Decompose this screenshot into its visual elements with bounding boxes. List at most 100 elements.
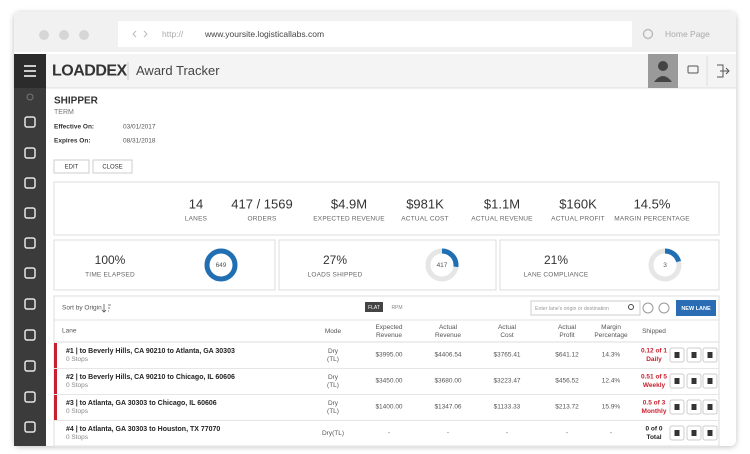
nav-icon[interactable] xyxy=(24,329,36,341)
address-bar[interactable] xyxy=(118,21,632,47)
row-status xyxy=(54,395,57,420)
card-percent: 21% xyxy=(544,253,568,267)
nav-icon[interactable] xyxy=(24,391,36,403)
sort-icon[interactable] xyxy=(101,304,111,313)
sort-label[interactable]: Sort by Origin xyxy=(62,305,102,312)
new-lane-button[interactable] xyxy=(676,300,716,316)
upload-icon[interactable] xyxy=(642,302,654,314)
donut-progress xyxy=(648,248,682,282)
stat-value: $4.9M xyxy=(331,196,367,211)
cell-expected-revenue: $1400.00 xyxy=(375,404,402,411)
action-glyph xyxy=(707,352,713,358)
column-header: Actual Cost xyxy=(498,324,517,339)
action-glyph xyxy=(707,378,713,384)
close-button[interactable] xyxy=(92,159,133,174)
nav-icon[interactable] xyxy=(24,360,36,372)
sidebar-icons xyxy=(24,93,36,433)
shipped-period: Total xyxy=(646,434,661,441)
cell-actual-revenue: - xyxy=(447,430,449,437)
row-status xyxy=(54,343,57,368)
nav-icon[interactable] xyxy=(24,116,36,128)
logo: LOADDEX xyxy=(52,63,128,80)
shipped-period: Weekly xyxy=(643,382,666,389)
column-header: Margin Percentage xyxy=(594,324,628,339)
cell-expected-revenue: $3995.00 xyxy=(375,352,402,359)
row-status xyxy=(54,369,57,394)
app-header xyxy=(14,54,736,88)
column-header: Shipped xyxy=(642,328,666,335)
stat-value: $160K xyxy=(559,196,597,211)
action-glyph xyxy=(674,378,680,384)
nav-arrows[interactable] xyxy=(132,30,148,38)
stats: 14 LANES 417 / 1569 ORDERS $4.9M EXPECTED REV… xyxy=(185,196,690,222)
lane-route[interactable]: #3 | to Atlanta, GA 30303 to Chicago, IL… xyxy=(66,400,217,407)
action-glyph xyxy=(707,404,713,410)
rpm-toggle[interactable]: RPM xyxy=(391,305,402,311)
stat-value: $1.1M xyxy=(484,196,520,211)
cell-actual-profit: $641.12 xyxy=(555,352,579,359)
nav-icon[interactable] xyxy=(24,147,36,159)
reload-icon[interactable] xyxy=(642,28,654,40)
avatar-head xyxy=(658,61,668,71)
stat-label: ORDERS xyxy=(247,216,276,223)
logout-icon[interactable] xyxy=(717,64,730,78)
lane-route[interactable]: #4 | to Atlanta, GA 30303 to Houston, TX… xyxy=(66,426,220,433)
flat-label: FLAT xyxy=(368,305,380,311)
action-glyph xyxy=(691,352,697,358)
window-dot xyxy=(39,30,49,40)
nav-icon[interactable] xyxy=(24,298,36,310)
lane-stops: 0 Stops xyxy=(66,408,89,415)
donut-count: 3 xyxy=(663,262,667,269)
card xyxy=(278,239,497,291)
action-glyph xyxy=(674,404,680,410)
nav-icon[interactable] xyxy=(24,207,36,219)
column-header: Lane xyxy=(62,328,77,335)
edit-button[interactable] xyxy=(53,159,90,174)
search-field[interactable] xyxy=(530,300,641,316)
shipped: 0.51 of 5 xyxy=(641,374,667,381)
card xyxy=(53,239,276,291)
avatar-body xyxy=(654,76,672,82)
nav-icon[interactable] xyxy=(24,421,36,433)
action-glyph xyxy=(691,378,697,384)
cell-actual-profit: - xyxy=(566,430,568,437)
flat-toggle[interactable] xyxy=(365,302,383,312)
nav-icon[interactable] xyxy=(24,177,36,189)
nav-icon[interactable] xyxy=(24,267,36,279)
action-glyph xyxy=(674,352,680,358)
cell-mode: Dry(TL) xyxy=(327,400,339,415)
home-link[interactable]: Home Page xyxy=(665,29,710,39)
cell-mode: Dry(TL) xyxy=(322,430,344,437)
lane-route[interactable]: #2 | to Beverly Hills, CA 90210 to Chica… xyxy=(66,374,235,381)
donut-count: 649 xyxy=(216,262,227,269)
column-header: Mode xyxy=(325,328,342,335)
cell-actual-cost: $3765.41 xyxy=(493,352,520,359)
lane-stops: 0 Stops xyxy=(66,434,89,441)
card xyxy=(499,239,720,291)
search-placeholder: Enter lane's origin or destination xyxy=(535,306,609,312)
stat-label: ACTUAL REVENUE xyxy=(471,216,533,223)
stat-value: 14 xyxy=(189,196,203,211)
action-glyph xyxy=(691,404,697,410)
stat-label: LANES xyxy=(185,216,208,223)
search-icon[interactable] xyxy=(628,304,634,310)
effective-date: 03/01/2017 xyxy=(123,124,156,131)
card-percent: 27% xyxy=(323,253,347,267)
search-nav[interactable] xyxy=(26,93,34,101)
shipped: 0.12 of 1 xyxy=(641,348,667,355)
cell-actual-profit: $213.72 xyxy=(555,404,579,411)
lane-route[interactable]: #1 | to Beverly Hills, CA 90210 to Atlan… xyxy=(66,348,235,355)
messages-icon[interactable] xyxy=(687,65,699,74)
card-label: LOADS SHIPPED xyxy=(308,272,363,279)
donut-progress xyxy=(204,248,238,282)
nav-icon[interactable] xyxy=(24,237,36,249)
expires-date: 08/31/2018 xyxy=(123,138,156,145)
donut-progress xyxy=(425,248,459,282)
cell-margin: 12.4% xyxy=(602,378,621,385)
cell-actual-revenue: $4406.54 xyxy=(434,352,461,359)
cell-actual-revenue: $1347.06 xyxy=(434,404,461,411)
stat-label: ACTUAL COST xyxy=(401,216,448,223)
lane-stops: 0 Stops xyxy=(66,382,89,389)
menu-icon xyxy=(24,65,36,77)
download-icon[interactable] xyxy=(658,302,670,314)
